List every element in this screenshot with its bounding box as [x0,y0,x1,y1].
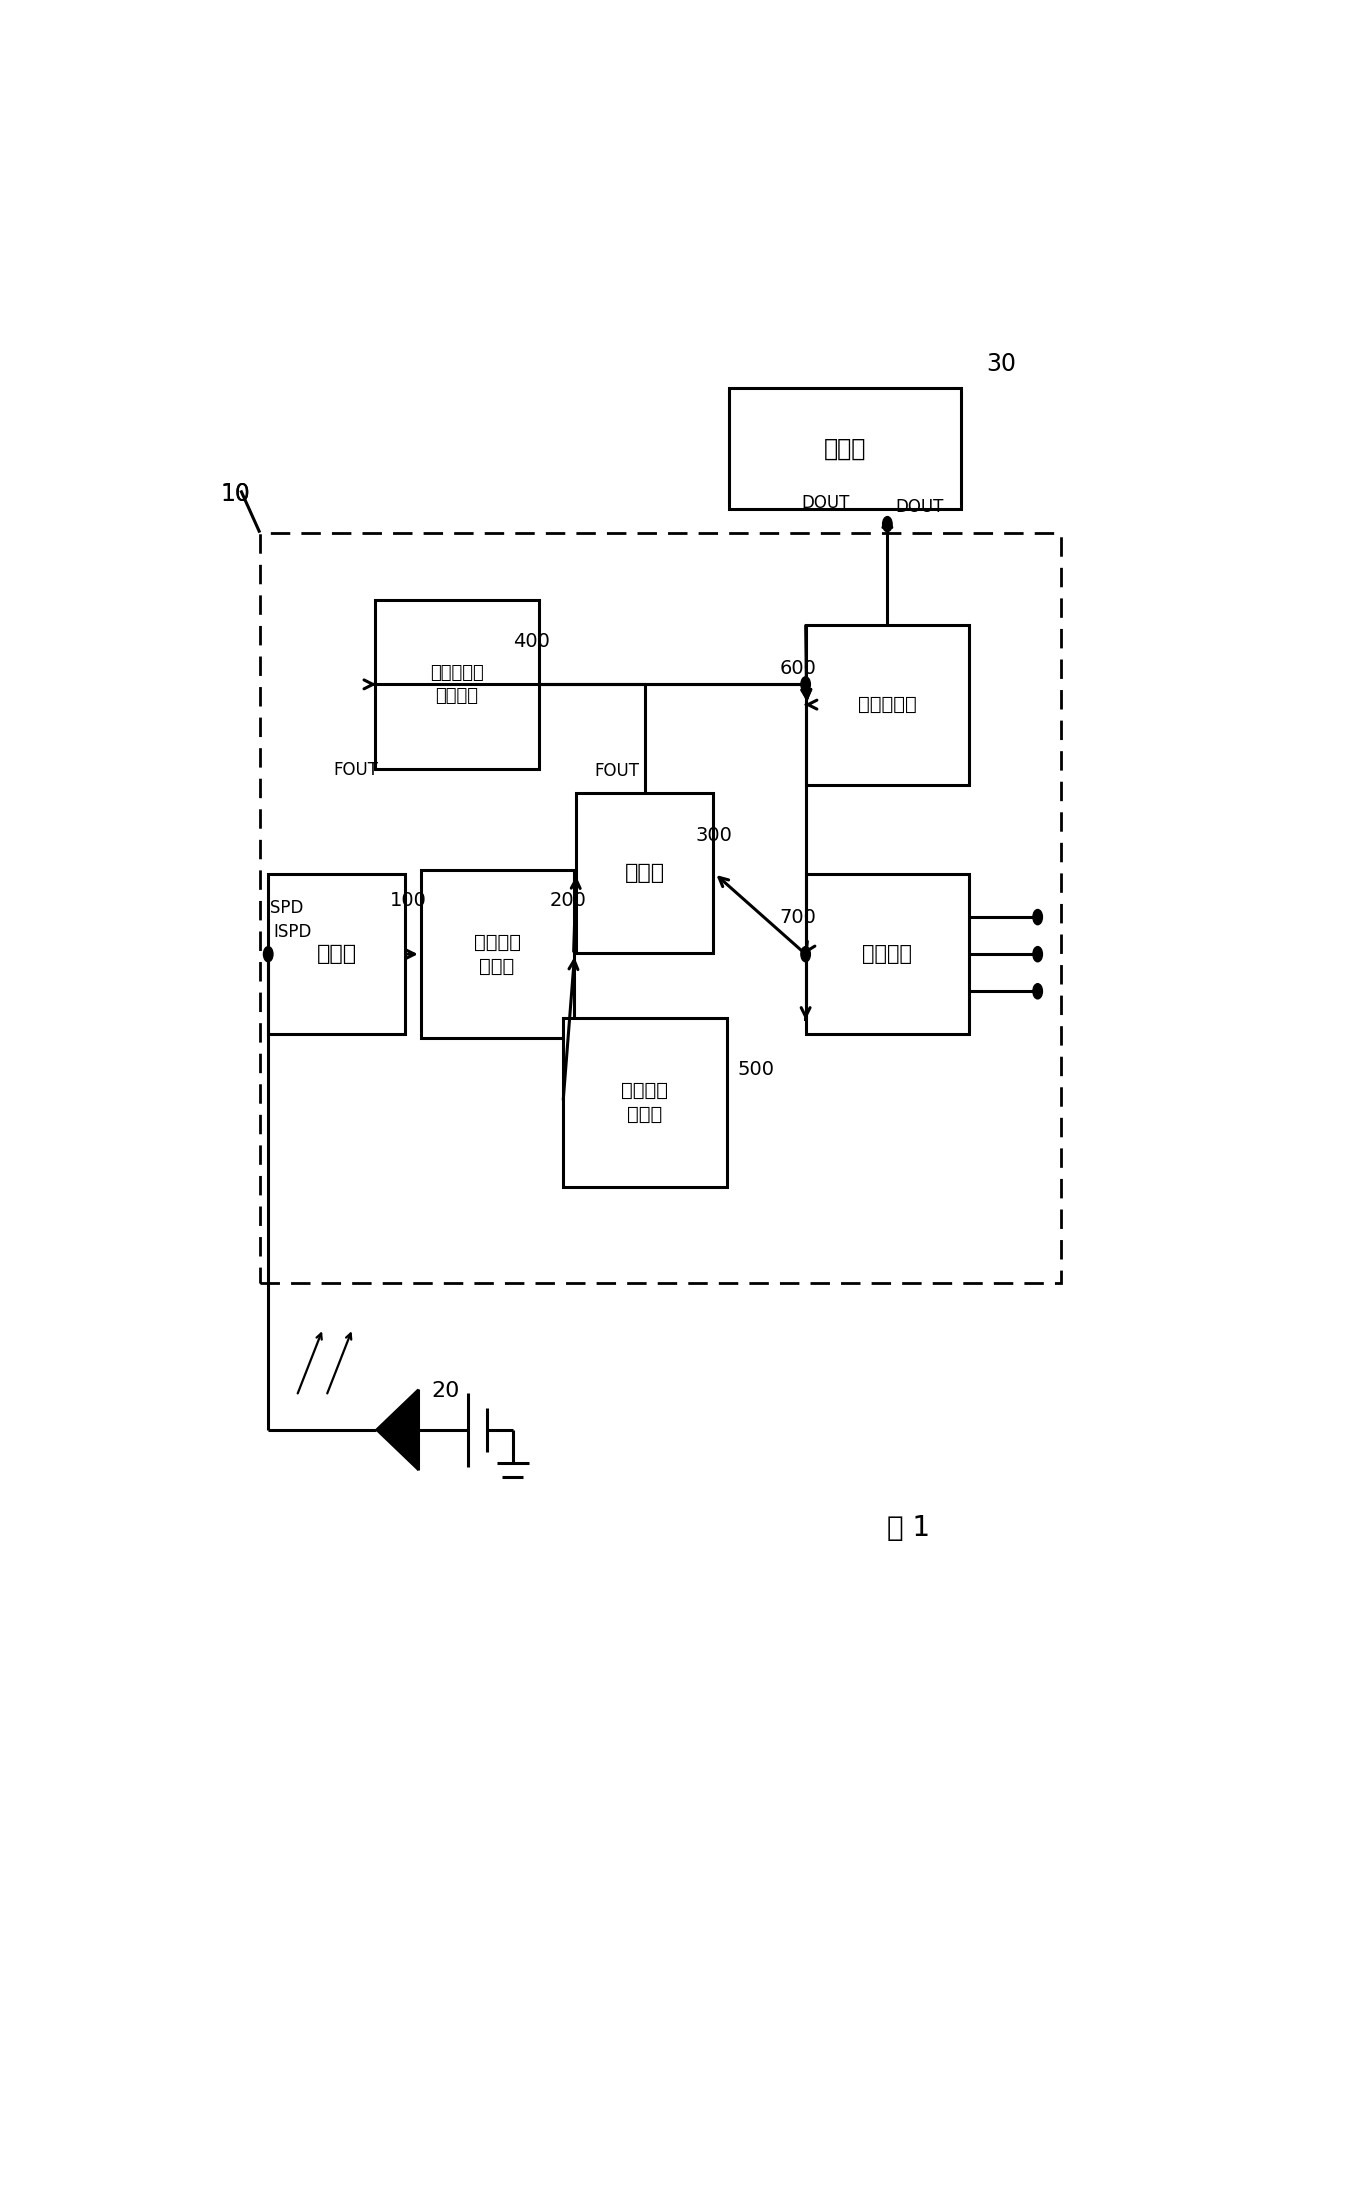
Text: 可变增益
放大器: 可变增益 放大器 [474,933,521,977]
Text: ISPD: ISPD [265,900,304,918]
Text: 图 1: 图 1 [887,1513,930,1542]
Bar [806,624,969,784]
Circle shape [800,677,810,692]
Text: 10: 10 [220,482,250,506]
Text: 10: 10 [220,482,250,506]
Text: 滤波器: 滤波器 [625,863,664,883]
Circle shape [264,946,274,961]
Bar [729,388,961,508]
Bar [576,793,713,953]
Text: FOUT: FOUT [333,760,378,780]
Circle shape [1033,983,1043,999]
Circle shape [800,946,810,961]
Text: 300: 300 [695,826,732,845]
Text: 20: 20 [431,1382,460,1402]
Text: 放大器: 放大器 [317,944,357,964]
Bar [376,600,539,769]
Bar [806,874,969,1034]
Text: 解调电路: 解调电路 [863,944,912,964]
Bar [421,869,573,1038]
Text: 400: 400 [513,631,550,650]
Text: 磁滞比较器: 磁滞比较器 [857,694,917,714]
Text: ISPD: ISPD [274,922,312,942]
Text: 700: 700 [780,909,817,926]
Circle shape [1033,946,1043,961]
Text: 30: 30 [987,353,1017,377]
Text: 包络载信号
检测电路: 包络载信号 检测电路 [430,664,485,705]
Polygon shape [376,1388,418,1469]
Text: FOUT: FOUT [595,762,640,780]
Text: 微电脑: 微电脑 [823,436,867,460]
Text: 200: 200 [550,891,587,911]
Bar [268,874,406,1034]
Bar [260,532,1062,1283]
Text: DOUT: DOUT [800,495,849,512]
Text: 100: 100 [389,891,426,911]
Text: 600: 600 [780,659,817,677]
Circle shape [1033,909,1043,924]
Circle shape [883,517,891,532]
Text: 500: 500 [738,1060,774,1080]
Text: DOUT: DOUT [896,497,945,515]
Text: 自动增益
控制器: 自动增益 控制器 [621,1082,668,1123]
Bar [563,1018,727,1187]
